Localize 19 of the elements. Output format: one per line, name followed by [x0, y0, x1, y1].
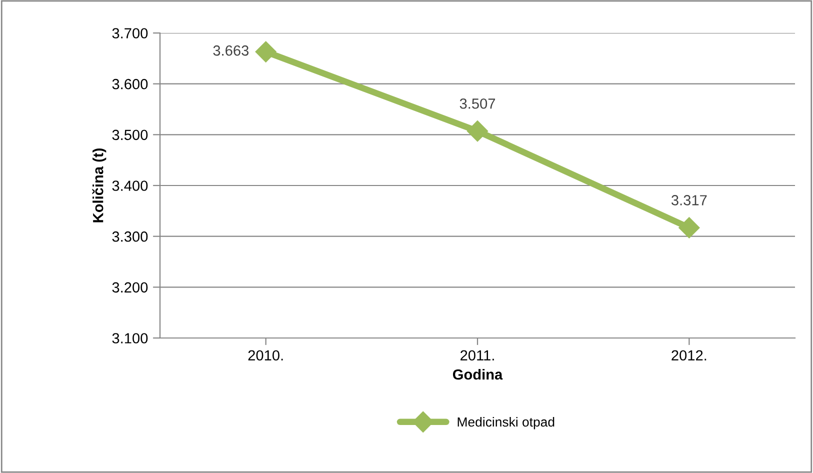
point	[466, 120, 488, 142]
y-tick-label: 3.100	[112, 333, 148, 344]
y-tick-label: 3.300	[112, 231, 148, 242]
data-label: 3.663	[213, 45, 249, 56]
y-tick-label: 3.200	[112, 282, 148, 293]
y-tick-label: 3.500	[112, 130, 148, 140]
x-tick-label: 2011.	[460, 350, 494, 361]
y-tick-label: 3.600	[112, 78, 148, 90]
point	[255, 41, 276, 62]
data-label: 3.317	[671, 195, 707, 206]
y-tick-label: 3.700	[112, 28, 148, 38]
x-tick-label: 2010.	[248, 350, 283, 361]
x-tick-label: 2012.	[672, 350, 706, 361]
x-axis-title: Godina	[452, 368, 503, 380]
y-tick-label: 3.400	[112, 180, 148, 191]
y-axis-title: Količina (t)	[92, 148, 106, 222]
point	[678, 217, 700, 238]
data-label: 3.507	[460, 98, 496, 109]
legend-label: Medicinski otpad	[458, 416, 554, 430]
